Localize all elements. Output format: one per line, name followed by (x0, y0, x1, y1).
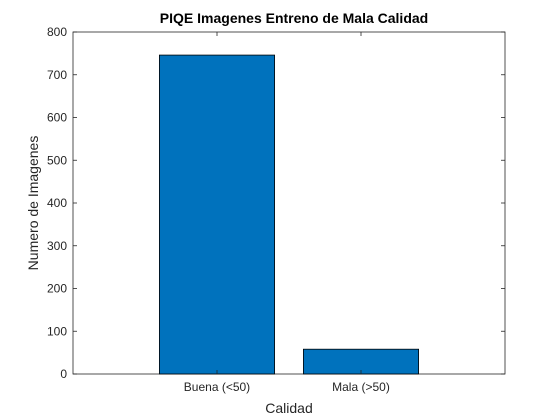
bar-1 (302, 348, 419, 375)
x-axis-ticks: Buena (<50) Mala (>50) (184, 32, 390, 394)
y-tick-label: 300 (47, 239, 67, 253)
x-axis-label: Calidad (265, 400, 312, 416)
x-tick-label: Buena (<50) (184, 380, 250, 394)
y-tick-label: 200 (47, 282, 67, 296)
y-tick-label: 800 (47, 25, 67, 39)
bars-group (158, 54, 419, 375)
y-tick-label: 600 (47, 111, 67, 125)
y-axis-ticks: 0 100 200 300 400 500 600 700 800 (47, 25, 505, 381)
bar-0 (158, 54, 275, 375)
y-tick-label: 400 (47, 196, 67, 210)
y-tick-label: 500 (47, 153, 67, 167)
plot-area (72, 31, 506, 375)
y-tick-label: 0 (60, 367, 67, 381)
chart-title: PIQE Imagenes Entreno de Mala Calidad (160, 10, 428, 26)
x-tick-label: Mala (>50) (332, 380, 390, 394)
y-tick-label: 100 (47, 324, 67, 338)
y-axis-label: Numero de Imagenes (25, 136, 41, 271)
y-tick-label: 700 (47, 68, 67, 82)
